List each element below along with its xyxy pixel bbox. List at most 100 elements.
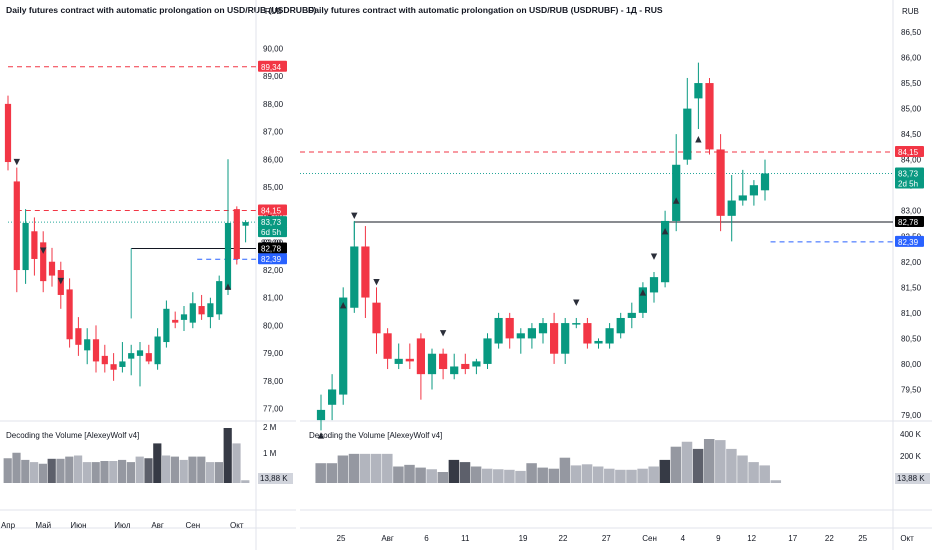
signal-marker-up	[695, 136, 702, 143]
volume-bar	[82, 462, 91, 483]
signal-marker-down	[650, 253, 658, 260]
x-tick-label: 9	[716, 534, 721, 543]
volume-tick-label: 1 M	[263, 449, 277, 458]
candle-body	[505, 317, 514, 339]
x-tick-label: 12	[747, 534, 756, 543]
price-label: 89,34	[261, 63, 282, 72]
signal-marker-up	[661, 227, 669, 235]
volume-bar	[570, 465, 582, 483]
candle-body	[216, 281, 223, 315]
candle-body	[583, 323, 592, 344]
y-tick-label: 83,00	[901, 207, 922, 216]
volume-bar	[670, 446, 682, 483]
signal-marker-down	[57, 277, 64, 285]
y-tick-label: 80,00	[263, 321, 284, 330]
signal-marker-down	[373, 279, 380, 286]
volume-bar	[626, 469, 637, 483]
price-label-bg	[895, 215, 924, 227]
y-tick-label: 89,00	[263, 72, 284, 81]
candle-body	[328, 389, 337, 405]
candle-body	[461, 363, 470, 370]
volume-bar	[326, 463, 338, 483]
signal-marker-up	[340, 302, 347, 309]
volume-bar	[581, 464, 593, 483]
candle-body	[416, 338, 425, 375]
right-chart[interactable]: 79,0079,5080,0080,5081,0081,5082,0082,50…	[300, 0, 932, 550]
candle-body	[405, 358, 414, 362]
y-tick-label: 79,50	[901, 385, 922, 394]
volume-bar	[437, 472, 449, 483]
volume-bar	[214, 462, 223, 483]
price-label: 84,15	[261, 207, 282, 216]
candle-body	[84, 339, 91, 351]
candle-body	[233, 209, 240, 259]
candle-body	[472, 361, 481, 367]
candle-body	[427, 353, 437, 375]
candle-body	[350, 246, 359, 308]
volume-tick-label: 400 K	[900, 430, 922, 439]
candle-body	[180, 314, 188, 320]
x-tick-label: 6	[424, 534, 429, 543]
price-label-bg	[258, 242, 287, 254]
left-chart-title: Daily futures contract with automatic pr…	[6, 5, 316, 15]
y-tick-label: 87,00	[263, 128, 284, 137]
volume-value-bg	[895, 473, 930, 484]
x-tick-label: 25	[858, 534, 867, 543]
volume-bar	[592, 466, 604, 483]
x-tick-label: Окт	[900, 534, 914, 543]
signal-marker-up	[673, 197, 680, 204]
volume-bar	[126, 462, 135, 483]
price-label-bg	[895, 146, 924, 158]
x-tick-label: Сен	[642, 534, 657, 543]
left-chart[interactable]: 77,0078,0079,0080,0081,0082,0083,0084,00…	[0, 0, 296, 550]
left-indicator-name: Decoding the Volume [AlexeyWolf v4]	[6, 431, 139, 440]
volume-bar	[100, 461, 109, 483]
candle-body	[572, 323, 581, 325]
volume-bar	[681, 441, 693, 483]
volume-value-label: 13,88 K	[897, 474, 925, 483]
price-label-bg	[258, 204, 287, 216]
candle-body	[128, 353, 135, 359]
volume-bar	[3, 458, 12, 483]
signal-marker-up	[224, 283, 232, 290]
volume-bar	[179, 459, 188, 483]
candle-body	[605, 328, 614, 344]
candle-body	[372, 302, 381, 334]
volume-value-label: 13,88 K	[260, 474, 288, 483]
volume-bar	[648, 466, 659, 483]
candle-body	[163, 308, 170, 343]
candle-body	[4, 103, 12, 163]
volume-bar	[65, 456, 74, 483]
candle-body	[494, 317, 503, 344]
volume-bar	[548, 468, 560, 483]
candle-body	[316, 409, 326, 421]
volume-bar	[74, 455, 83, 483]
price-label-bg	[258, 226, 287, 238]
volume-bar	[481, 468, 493, 483]
candle-body	[361, 246, 370, 298]
volume-bar	[359, 453, 371, 483]
candle-body	[31, 231, 38, 259]
volume-bar	[241, 480, 250, 483]
y-tick-label: 81,50	[901, 283, 922, 292]
signal-marker-up	[317, 432, 325, 439]
volume-bar	[144, 458, 153, 483]
candle-body	[22, 222, 29, 271]
price-label: 2d 5h	[898, 179, 918, 188]
candle-body	[516, 333, 525, 339]
volume-bar	[703, 439, 715, 483]
signal-marker-down	[40, 247, 47, 254]
y-tick-label: 85,00	[901, 105, 922, 114]
candle-body	[661, 220, 670, 283]
volume-bar	[537, 467, 548, 483]
volume-bar	[162, 455, 171, 483]
price-label: 83,73	[261, 218, 282, 227]
y-tick-label: 80,50	[901, 334, 922, 343]
volume-bar	[415, 467, 426, 483]
x-tick-label: 19	[519, 534, 528, 543]
x-tick-label: Май	[35, 521, 51, 530]
candle-body	[339, 297, 348, 395]
candle-body	[92, 339, 100, 362]
candle-body	[383, 333, 392, 359]
candle-body	[242, 222, 249, 226]
